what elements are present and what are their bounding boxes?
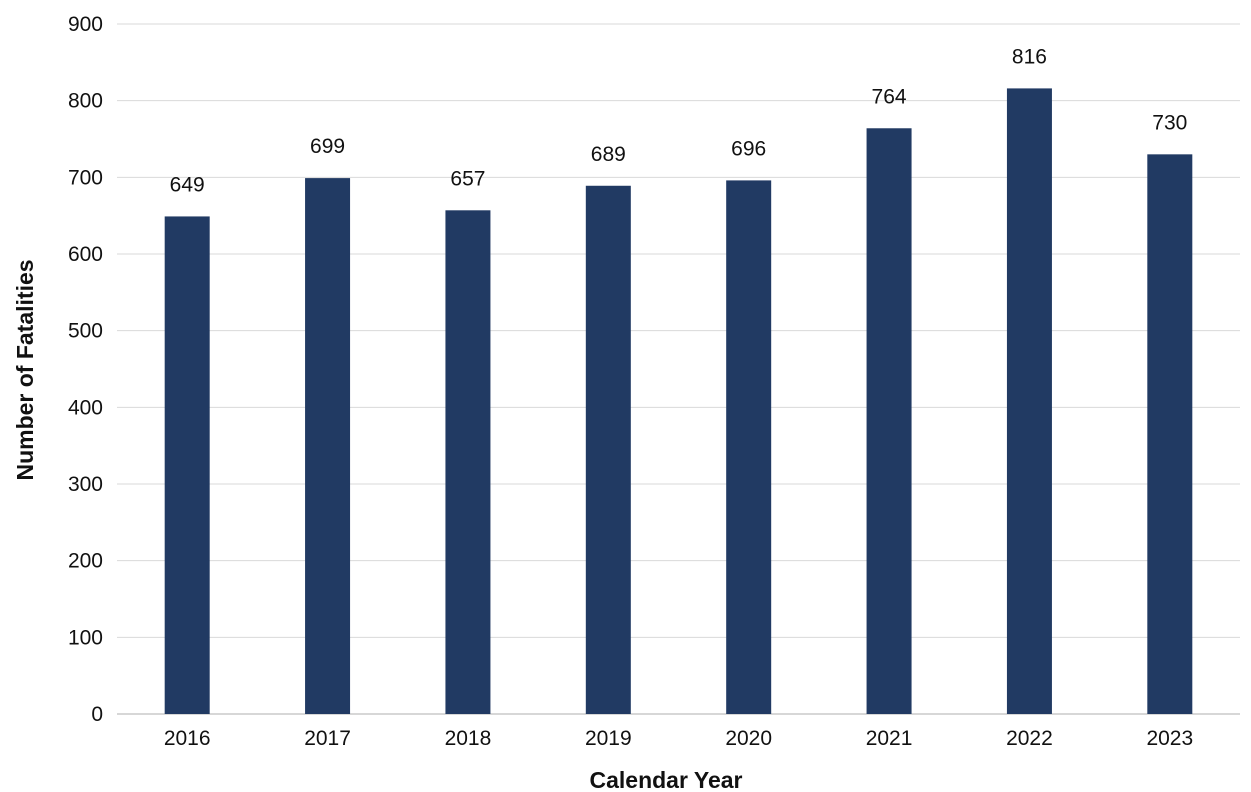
y-tick-label: 600 <box>68 243 103 266</box>
bar-2023 <box>1147 154 1193 715</box>
data-label: 764 <box>872 85 907 108</box>
data-label: 649 <box>170 173 205 196</box>
bars <box>164 88 1193 715</box>
y-tick-label: 500 <box>68 320 103 343</box>
y-tick-label: 100 <box>68 626 103 649</box>
x-tick-label: 2022 <box>1006 727 1053 750</box>
x-axis-title: Calendar Year <box>589 767 742 792</box>
y-tick-label: 0 <box>91 703 103 726</box>
bar-2017 <box>305 178 351 715</box>
data-label: 689 <box>591 143 626 166</box>
y-tick-label: 800 <box>68 90 103 113</box>
bar-2020 <box>726 180 772 714</box>
bar-2018 <box>445 210 491 715</box>
data-label: 657 <box>450 167 485 190</box>
x-tick-label: 2023 <box>1146 727 1193 750</box>
x-tick-label: 2019 <box>585 727 632 750</box>
y-tick-label: 400 <box>68 396 103 419</box>
data-label: 699 <box>310 135 345 158</box>
bar-2019 <box>585 185 631 714</box>
gridlines <box>117 23 1240 715</box>
data-labels: 649 699 657 689 696 764 816 730 <box>170 45 1188 196</box>
y-axis-ticks: 0 100 200 300 400 500 600 700 800 900 <box>68 13 103 726</box>
y-tick-label: 300 <box>68 473 103 496</box>
y-tick-label: 700 <box>68 166 103 189</box>
bar-2022 <box>1006 88 1052 714</box>
x-tick-label: 2021 <box>866 727 913 750</box>
x-tick-label: 2020 <box>725 727 772 750</box>
bar-2016 <box>164 216 210 714</box>
data-label: 696 <box>731 137 766 160</box>
bar-2021 <box>866 128 912 714</box>
y-axis-title: Number of Fatalities <box>12 259 38 480</box>
data-label: 730 <box>1152 111 1187 134</box>
y-tick-label: 200 <box>68 550 103 573</box>
x-tick-label: 2017 <box>304 727 351 750</box>
x-tick-label: 2016 <box>164 727 211 750</box>
y-tick-label: 900 <box>68 13 103 36</box>
x-tick-label: 2018 <box>445 727 492 750</box>
data-label: 816 <box>1012 45 1047 68</box>
x-axis-ticks: 2016 2017 2018 2019 2020 2021 2022 2023 <box>164 727 1193 750</box>
